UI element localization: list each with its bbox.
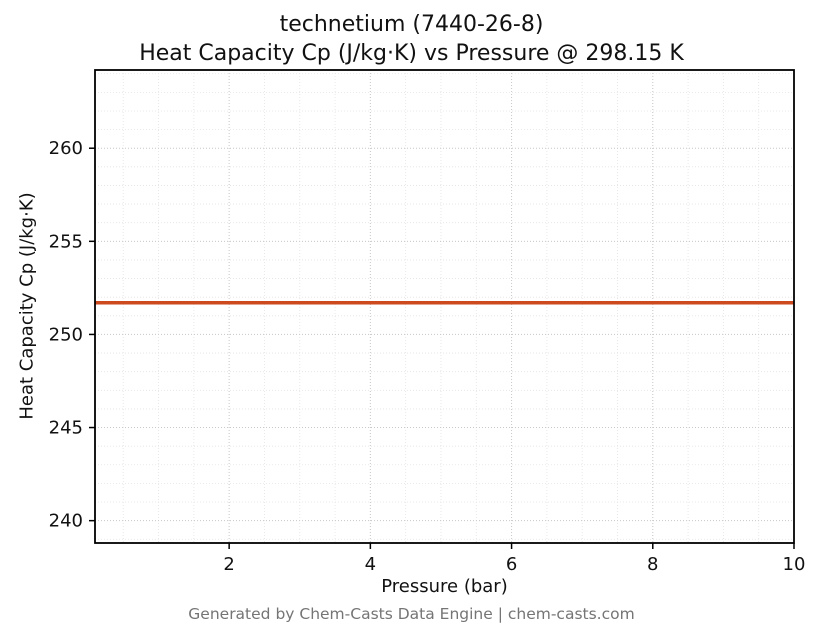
major-grid [95,70,795,543]
x-tick-label: 2 [223,554,234,575]
plot-border [94,69,795,544]
axis-ticks [89,147,795,549]
y-tick-label: 240 [49,511,83,532]
y-axis-label: Heat Capacity Cp (J/kg·K) [16,192,38,420]
x-tick-label: 4 [365,554,376,575]
footer-credit: Generated by Chem-Casts Data Engine | ch… [188,605,635,623]
y-tick-label: 245 [49,418,83,439]
x-tick-label: 8 [647,554,658,575]
x-tick-label: 10 [783,554,806,575]
y-tick-label: 255 [49,231,83,252]
x-axis-label: Pressure (bar) [381,576,508,597]
minor-grid [95,70,795,543]
tick-labels: 2 4 6 8 10 240 245 250 255 260 [49,138,806,575]
chart-title-line2: Heat Capacity Cp (J/kg·K) vs Pressure @ … [139,41,684,67]
chart-title-line1: technetium (7440-26-8) [279,12,544,37]
chart-title: technetium (7440-26-8) Heat Capacity Cp … [0,10,823,68]
y-tick-label: 250 [49,324,83,345]
x-tick-label: 6 [506,554,517,575]
y-tick-label: 260 [49,138,83,159]
